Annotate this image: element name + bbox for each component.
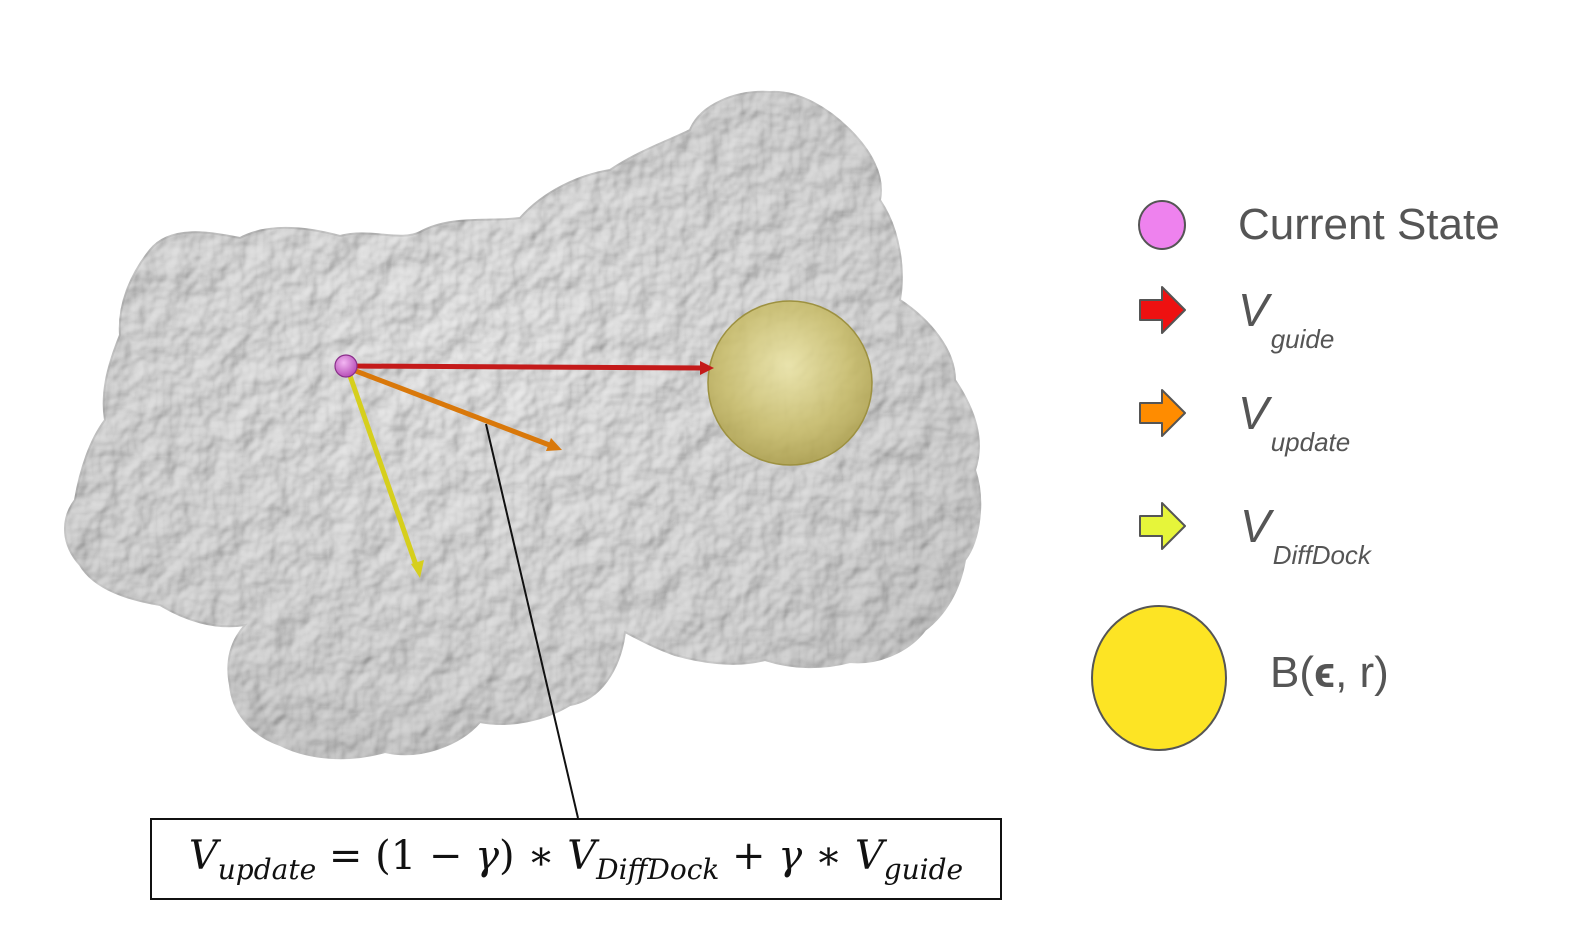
update-formula: Vupdate = (1 − γ) ∗ VDiffDock + γ ∗ Vgui…	[189, 833, 963, 886]
legend-ball-epsilon: ϵ	[1314, 648, 1336, 697]
formula-gamma: γ	[475, 832, 500, 879]
legend-v-update-symbol: V	[1238, 387, 1269, 439]
formula-v2-sub: DiffDock	[596, 852, 720, 886]
protein-surface-icon	[63, 90, 982, 760]
formula-star: ∗	[802, 832, 855, 879]
legend-v-diffdock-symbol: V	[1240, 500, 1271, 552]
formula-lhs: V	[188, 832, 218, 879]
legend-v-update-icon	[1139, 389, 1186, 437]
legend-current-state-icon	[1138, 200, 1186, 250]
v-guide-arrow	[345, 361, 714, 375]
formula-v2: V	[567, 832, 597, 879]
legend-v-diffdock-label: VDiffDock	[1240, 500, 1371, 568]
formula-plus: +	[719, 832, 779, 879]
legend-ball-suffix: , r)	[1335, 648, 1389, 697]
legend-v-diffdock-icon	[1139, 502, 1186, 550]
legend-v-guide-subscript: guide	[1270, 324, 1335, 354]
formula-box: Vupdate = (1 − γ) ∗ VDiffDock + γ ∗ Vgui…	[150, 818, 1002, 900]
legend-v-diffdock-subscript: DiffDock	[1272, 540, 1371, 570]
current-state-dot-icon	[334, 354, 358, 378]
legend-ball-prefix: B(	[1270, 648, 1314, 697]
formula-lhs-sub: update	[217, 852, 317, 886]
formula-gamma2: γ	[778, 832, 803, 879]
formula-eq: = (1 −	[316, 832, 476, 879]
legend-ball-icon	[1091, 605, 1227, 751]
target-ball-icon	[707, 300, 873, 466]
v-update-arrow	[345, 365, 562, 451]
legend-v-update-subscript: update	[1270, 427, 1351, 457]
legend-v-update-label: Vupdate	[1238, 387, 1350, 455]
legend-v-guide-symbol: V	[1238, 284, 1269, 336]
legend-current-state-label: Current State	[1238, 200, 1500, 249]
legend-ball-label: B(ϵ, r)	[1270, 648, 1389, 698]
legend-v-guide-icon	[1139, 286, 1186, 334]
formula-v3-sub: guide	[883, 852, 964, 886]
v-diffdock-arrow	[345, 367, 424, 578]
formula-mid1: ) ∗	[499, 832, 568, 879]
legend-v-guide-label: Vguide	[1238, 284, 1334, 352]
formula-pointer-line	[485, 423, 579, 819]
formula-v3: V	[854, 832, 884, 879]
